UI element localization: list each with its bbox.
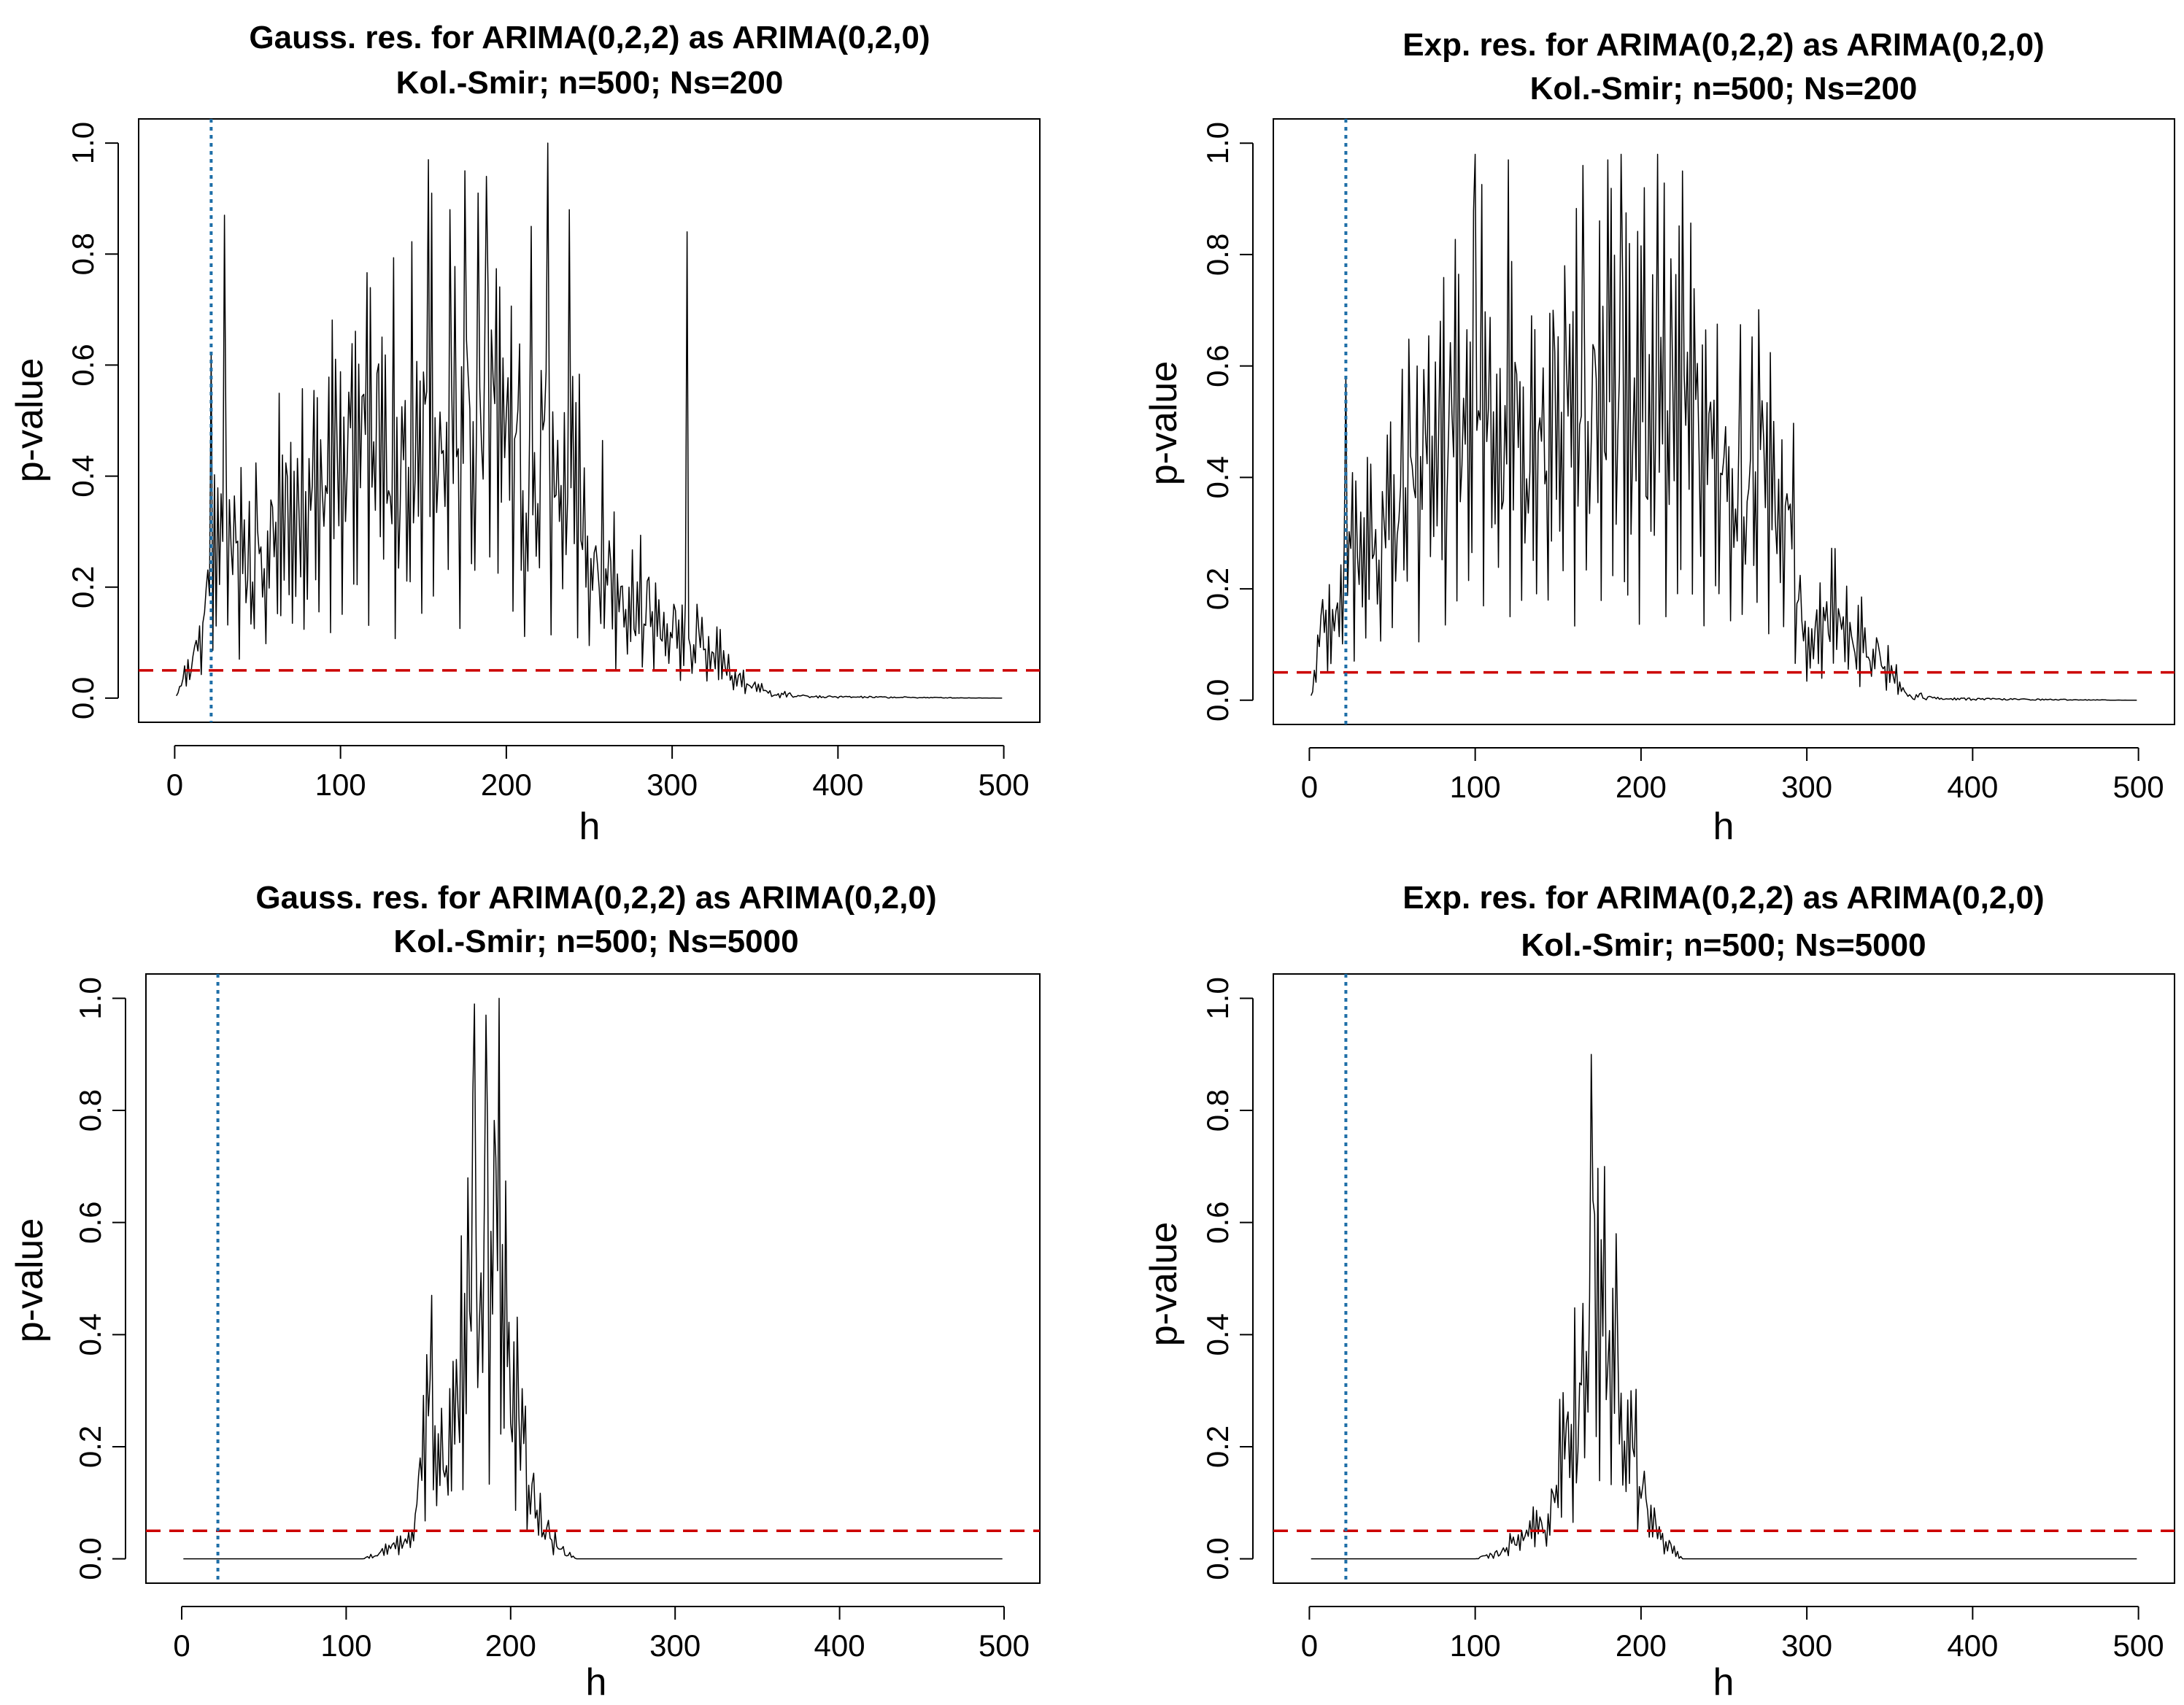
- x-tick-label: 100: [320, 1628, 371, 1663]
- x-tick-label: 500: [979, 768, 1030, 802]
- y-tick-label: 0.8: [66, 233, 100, 275]
- panel-title: Exp. res. for ARIMA(0,2,2) as ARIMA(0,2,…: [1402, 27, 2044, 63]
- y-tick-label: 0.4: [66, 455, 100, 497]
- y-tick-label: 0.6: [73, 1201, 107, 1243]
- x-tick-label: 300: [1781, 1628, 1832, 1663]
- y-tick-label: 0.2: [66, 566, 100, 608]
- y-tick-label: 0.8: [73, 1089, 107, 1132]
- series-line-p-value: [183, 997, 1003, 1560]
- plot-frame: [1273, 118, 2175, 725]
- series-line-p-value: [1311, 1053, 2137, 1560]
- x-tick-label: 500: [979, 1628, 1030, 1663]
- y-tick-label: 0.0: [1200, 679, 1235, 722]
- y-tick-label: 0.8: [1200, 1089, 1235, 1132]
- x-tick-label: 500: [2113, 770, 2164, 804]
- x-axis: 0 100 200 300 400 500: [1301, 747, 2164, 804]
- y-axis: 0.0 0.2 0.4 0.6 0.8 1.0: [1200, 122, 1254, 722]
- x-tick-label: 0: [166, 768, 183, 802]
- x-axis-label: h: [579, 805, 601, 848]
- x-tick-label: 400: [812, 768, 863, 802]
- x-tick-label: 400: [1947, 770, 1998, 804]
- x-tick-label: 0: [173, 1628, 190, 1663]
- y-tick-label: 0.4: [1200, 456, 1235, 498]
- x-tick-label: 400: [1947, 1628, 1998, 1663]
- y-tick-label: 0.6: [1200, 1201, 1235, 1243]
- x-tick-label: 200: [1616, 770, 1667, 804]
- y-tick-label: 0.2: [1200, 568, 1235, 610]
- panel-subtitle: Kol.-Smir; n=500; Ns=200: [396, 65, 784, 101]
- y-axis: 0.0 0.2 0.4 0.6 0.8 1.0: [66, 122, 119, 719]
- x-tick-label: 300: [647, 768, 698, 802]
- panel-exp-ns5000: Exp. res. for ARIMA(0,2,2) as ARIMA(0,2,…: [1143, 880, 2175, 1704]
- x-tick-label: 300: [649, 1628, 701, 1663]
- y-axis-label: p-value: [1143, 361, 1185, 486]
- x-axis-label: h: [1713, 805, 1735, 848]
- panel-title: Gauss. res. for ARIMA(0,2,2) as ARIMA(0,…: [255, 880, 936, 916]
- y-tick-label: 0.0: [1200, 1537, 1235, 1580]
- panel-gauss-ns200: Gauss. res. for ARIMA(0,2,2) as ARIMA(0,…: [9, 20, 1041, 848]
- x-tick-label: 100: [1450, 1628, 1501, 1663]
- y-tick-label: 0.6: [1200, 344, 1235, 387]
- plot-frame: [138, 118, 1041, 723]
- x-tick-label: 200: [481, 768, 532, 802]
- y-tick-label: 1.0: [1200, 122, 1235, 164]
- y-tick-label: 1.0: [66, 122, 100, 164]
- series-line-p-value: [1311, 153, 2137, 701]
- y-tick-label: 0.2: [1200, 1426, 1235, 1468]
- panel-title: Gauss. res. for ARIMA(0,2,2) as ARIMA(0,…: [249, 20, 930, 55]
- x-axis: 0 100 200 300 400 500: [166, 745, 1030, 802]
- x-axis-label: h: [586, 1661, 607, 1704]
- y-tick-label: 1.0: [1200, 977, 1235, 1019]
- y-tick-label: 0.4: [1200, 1313, 1235, 1356]
- x-tick-label: 0: [1301, 770, 1318, 804]
- y-tick-label: 0.2: [73, 1426, 107, 1468]
- y-tick-label: 0.4: [73, 1313, 107, 1356]
- y-axis-label: p-value: [9, 1218, 51, 1343]
- panel-exp-ns200: Exp. res. for ARIMA(0,2,2) as ARIMA(0,2,…: [1143, 27, 2175, 848]
- plot-frame: [1273, 973, 2175, 1584]
- panel-subtitle: Kol.-Smir; n=500; Ns=200: [1530, 71, 1918, 107]
- y-tick-label: 0.0: [66, 677, 100, 719]
- x-tick-label: 200: [1616, 1628, 1667, 1663]
- panel-gauss-ns5000: Gauss. res. for ARIMA(0,2,2) as ARIMA(0,…: [9, 880, 1041, 1704]
- x-tick-label: 100: [1450, 770, 1501, 804]
- x-tick-label: 300: [1781, 770, 1832, 804]
- y-axis: 0.0 0.2 0.4 0.6 0.8 1.0: [1200, 977, 1254, 1580]
- plot-frame: [145, 973, 1041, 1584]
- x-tick-label: 100: [315, 768, 366, 802]
- x-axis-label: h: [1713, 1661, 1735, 1704]
- y-axis: 0.0 0.2 0.4 0.6 0.8 1.0: [73, 977, 126, 1580]
- y-tick-label: 0.6: [66, 344, 100, 386]
- y-tick-label: 0.0: [73, 1537, 107, 1580]
- panel-subtitle: Kol.-Smir; n=500; Ns=5000: [1521, 927, 1926, 963]
- y-axis-label: p-value: [9, 358, 51, 483]
- series-line-p-value: [176, 142, 1003, 699]
- y-axis-label: p-value: [1143, 1222, 1185, 1347]
- y-tick-label: 0.8: [1200, 233, 1235, 276]
- x-tick-label: 400: [814, 1628, 865, 1663]
- panel-title: Exp. res. for ARIMA(0,2,2) as ARIMA(0,2,…: [1402, 880, 2044, 916]
- x-tick-label: 500: [2113, 1628, 2164, 1663]
- y-tick-label: 1.0: [73, 977, 107, 1019]
- x-tick-label: 0: [1301, 1628, 1318, 1663]
- panel-subtitle: Kol.-Smir; n=500; Ns=5000: [393, 924, 798, 959]
- x-axis: 0 100 200 300 400 500: [173, 1606, 1030, 1663]
- x-tick-label: 200: [485, 1628, 536, 1663]
- x-axis: 0 100 200 300 400 500: [1301, 1606, 2164, 1663]
